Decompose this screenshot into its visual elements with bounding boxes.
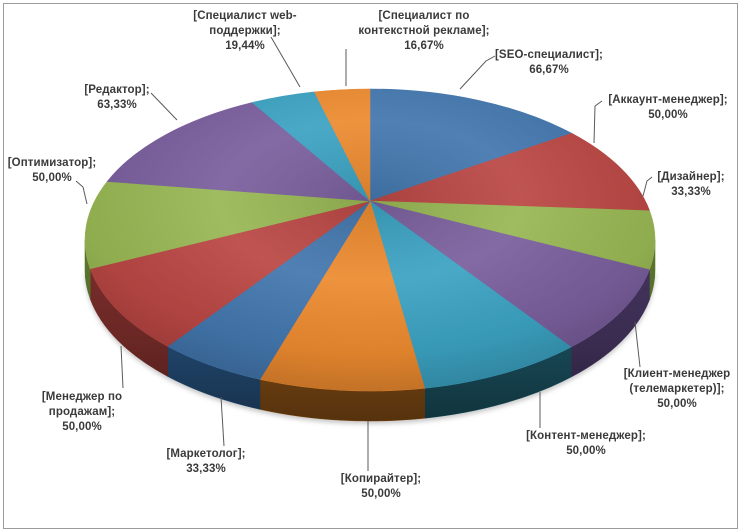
label-leader-line-1 — [593, 100, 603, 144]
pie-top-shade — [85, 89, 655, 391]
label-leader-line-3 — [634, 321, 641, 368]
label-leader-line-9 — [150, 92, 178, 121]
label-leader-line-6 — [220, 396, 225, 447]
label-leader-line-8 — [75, 180, 88, 205]
label-leader-line-2 — [642, 176, 653, 197]
label-leader-line-0 — [459, 55, 496, 90]
label-leader-line-10 — [270, 36, 301, 88]
pie-side-shade — [85, 240, 655, 421]
label-leader-line-7 — [120, 345, 124, 389]
